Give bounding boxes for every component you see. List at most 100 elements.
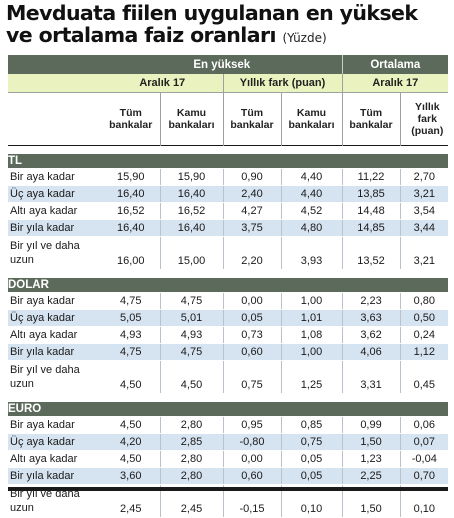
- col-header-public-banks: Kamu bankaları: [159, 92, 223, 146]
- row-label: Bir yıl ve daha uzun: [8, 236, 102, 270]
- section-spacer: [8, 145, 449, 154]
- table-cell: 1,25: [280, 360, 343, 394]
- table-cell: 0,73: [222, 326, 281, 344]
- row-label: Altı aya kadar: [8, 202, 102, 220]
- header-change-max: Yıllık fark (puan): [222, 74, 343, 93]
- section-spacer: [8, 269, 449, 278]
- table-cell: 0,07: [399, 433, 449, 451]
- table-cell: 2,20: [222, 236, 281, 270]
- table-cell: 3,63: [341, 309, 401, 327]
- table-row: Bir aya kadar 4,50 2,80 0,95 0,85 0,99 0,06: [8, 416, 449, 434]
- table-cell: 4,75: [102, 343, 160, 361]
- table-cell: 1,12: [399, 343, 449, 361]
- table-row: Bir aya kadar 4,75 4,75 0,00 1,00 2,23 0,80: [8, 292, 449, 310]
- table-cell: 0,50: [399, 309, 449, 327]
- table-cell: 16,40: [159, 219, 223, 237]
- section-title: DOLAR: [8, 278, 449, 293]
- table-cell: 16,00: [102, 236, 160, 270]
- table-cell: 0,24: [399, 326, 449, 344]
- table-cell: -0,80: [222, 433, 281, 451]
- table-cell: 5,01: [159, 309, 223, 327]
- table-row: Üç aya kadar 16,40 16,40 2,40 4,40 13,85 3,21: [8, 185, 449, 203]
- table-cell: 3,75: [222, 219, 281, 237]
- table-cell: 14,85: [341, 219, 401, 237]
- table-cell: 4,27: [222, 202, 281, 220]
- table-cell: 0,05: [222, 309, 281, 327]
- table-cell: 1,00: [280, 343, 343, 361]
- section-spacer: [8, 393, 449, 402]
- header-group-max: En yüksek: [102, 55, 343, 74]
- table-cell: 16,52: [102, 202, 160, 220]
- table-cell: 15,00: [159, 236, 223, 270]
- interest-rate-table: En yüksek Ortalama Aralık 17 Yıllık fark…: [8, 55, 449, 518]
- header-corner-3: [8, 92, 102, 146]
- header-corner: [8, 55, 102, 74]
- row-label: Bir aya kadar: [8, 292, 102, 310]
- table-cell: 0,05: [280, 467, 343, 485]
- header-corner-2: [8, 74, 102, 93]
- col-header-text: Tüm bankalar: [230, 107, 274, 131]
- table-row: Bir yıla kadar 3,60 2,80 0,60 0,05 2,25 0,70: [8, 467, 449, 485]
- table-cell: 0,70: [399, 467, 449, 485]
- table-cell: 4,20: [102, 433, 160, 451]
- table-cell: 1,23: [341, 450, 401, 468]
- table-row: Altı aya kadar 16,52 16,52 4,27 4,52 14,48 3,5…: [8, 202, 449, 220]
- table-cell: 4,75: [159, 292, 223, 310]
- table-cell: 0,45: [399, 360, 449, 394]
- spacer-cell: [8, 393, 449, 402]
- page-title: Mevduata fiilen uygulanan en yüksek ve o…: [6, 2, 446, 49]
- table-cell: 2,25: [341, 467, 401, 485]
- table-cell: 13,85: [341, 185, 401, 203]
- table-cell: 2,40: [222, 185, 281, 203]
- spacer-cell: [8, 145, 449, 154]
- row-label: Bir aya kadar: [8, 416, 102, 434]
- title-line-1: Mevduata fiilen uygulanan en yüksek: [6, 1, 418, 25]
- col-header-annual-diff: Yıllık fark (puan): [399, 92, 449, 146]
- col-header-text: Kamu bankaları: [168, 107, 215, 131]
- table-cell: 5,05: [102, 309, 160, 327]
- section-title: TL: [8, 154, 449, 169]
- col-header-all-banks: Tüm bankalar: [102, 92, 160, 146]
- table-cell: 3,60: [102, 467, 160, 485]
- table-cell: -0,04: [399, 450, 449, 468]
- table-cell: 0,00: [222, 450, 281, 468]
- table-cell: 3,21: [399, 185, 449, 203]
- table-cell: 16,40: [159, 185, 223, 203]
- table-cell: 4,40: [280, 168, 343, 186]
- table-cell: 2,23: [341, 292, 401, 310]
- header-row-periods: Aralık 17 Yıllık fark (puan) Aralık 17: [8, 74, 449, 93]
- unit-label: (Yüzde): [282, 31, 327, 45]
- table-cell: 3,62: [341, 326, 401, 344]
- table-cell: 0,85: [280, 416, 343, 434]
- spacer-cell: [8, 269, 449, 278]
- title-line-2: ve ortalama faiz oranları (Yüzde): [6, 24, 446, 49]
- col-header-public-banks-2: Kamu bankaları: [280, 92, 343, 146]
- section-header: DOLAR: [8, 278, 449, 293]
- row-label: Altı aya kadar: [8, 326, 102, 344]
- row-label: Bir yıla kadar: [8, 219, 102, 237]
- table-cell: 4,52: [280, 202, 343, 220]
- table-cell: 3,31: [341, 360, 401, 394]
- table-cell: 4,75: [159, 343, 223, 361]
- row-label: Üç aya kadar: [8, 185, 102, 203]
- table-cell: 2,80: [159, 467, 223, 485]
- row-label: Bir yıla kadar: [8, 467, 102, 485]
- header-period-max: Aralık 17: [102, 74, 223, 93]
- table-row: Altı aya kadar 4,93 4,93 0,73 1,08 3,62 0,24: [8, 326, 449, 344]
- table-row: Altı aya kadar 4,50 2,80 0,00 0,05 1,23 -0,04: [8, 450, 449, 468]
- table-row: Bir yıla kadar 4,75 4,75 0,60 1,00 4,06 1,12: [8, 343, 449, 361]
- table-cell: 3,44: [399, 219, 449, 237]
- table-cell: 4,75: [102, 292, 160, 310]
- table-cell: 4,06: [341, 343, 401, 361]
- header-group-avg: Ortalama: [341, 55, 449, 74]
- table-cell: 3,54: [399, 202, 449, 220]
- col-header-text: Tüm bankalar: [109, 107, 153, 131]
- table-cell: 1,00: [280, 292, 343, 310]
- col-header-text: Kamu bankaları: [288, 107, 335, 131]
- table-cell: 4,50: [102, 360, 160, 394]
- table-cell: 16,40: [102, 185, 160, 203]
- row-label: Üç aya kadar: [8, 433, 102, 451]
- col-header-text: Yıllık fark (puan): [411, 101, 444, 137]
- table-cell: 15,90: [102, 168, 160, 186]
- table-cell: 4,50: [159, 360, 223, 394]
